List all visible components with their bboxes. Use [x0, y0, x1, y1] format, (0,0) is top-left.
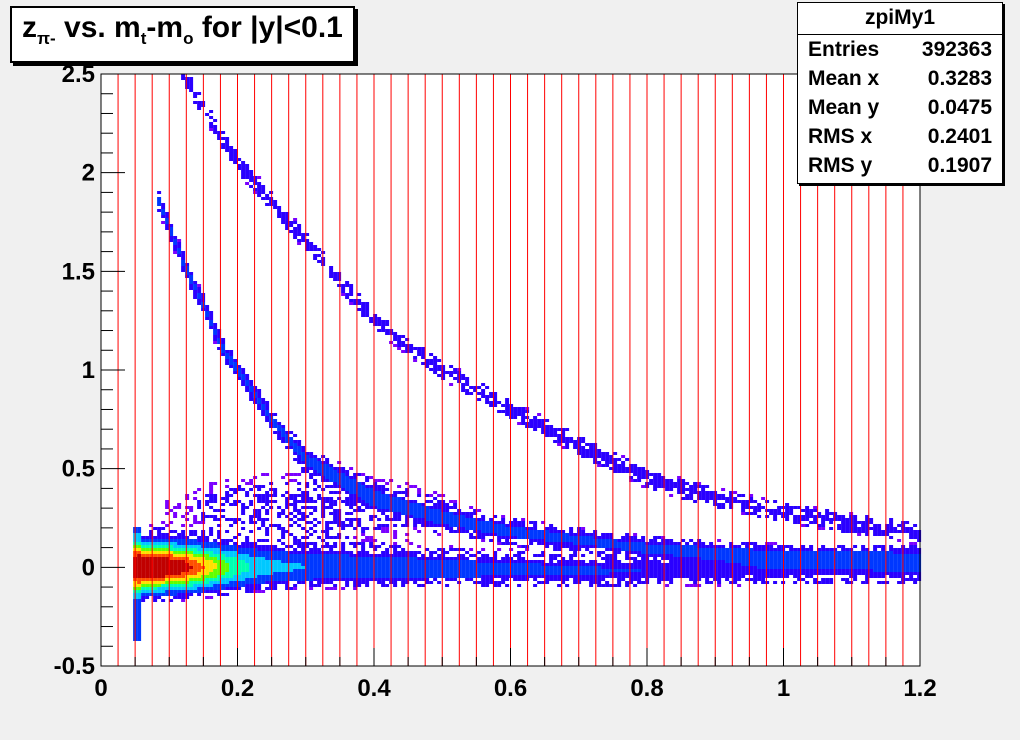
y-tick-label: 1 [82, 357, 95, 384]
x-tick-label: 0.4 [357, 675, 391, 702]
heatmap-cells [133, 74, 922, 641]
x-tick-label: 0 [94, 675, 107, 702]
y-tick-label: 0.5 [62, 456, 95, 483]
stats-row-rms-y: RMS y 0.1907 [808, 154, 992, 177]
y-tick-label: 2 [82, 160, 95, 187]
stats-row-mean-y: Mean y 0.0475 [808, 96, 992, 119]
x-tick-label: 0.8 [630, 675, 663, 702]
stats-row-mean-x: Mean x 0.3283 [808, 67, 992, 90]
y-tick-label: 2.5 [62, 61, 95, 88]
y-tick-label: -0.5 [54, 653, 95, 680]
y-tick-label: 1.5 [62, 258, 95, 285]
x-tick-label: 0.2 [221, 675, 254, 702]
stats-row-entries: Entries 392363 [808, 38, 992, 61]
x-tick-label: 1 [777, 675, 790, 702]
stats-row-rms-x: RMS x 0.2401 [808, 125, 992, 148]
x-tick-label: 1.2 [903, 675, 936, 702]
stats-histogram-name: zpiMy1 [798, 3, 1002, 35]
stats-box: zpiMy1 Entries 392363 Mean x 0.3283 Mean y… [797, 2, 1003, 184]
x-tick-label: 0.6 [494, 675, 527, 702]
y-tick-label: 0 [82, 554, 95, 581]
chart-title: zπ- vs. mt-mo for |y|<0.1 [10, 6, 355, 63]
